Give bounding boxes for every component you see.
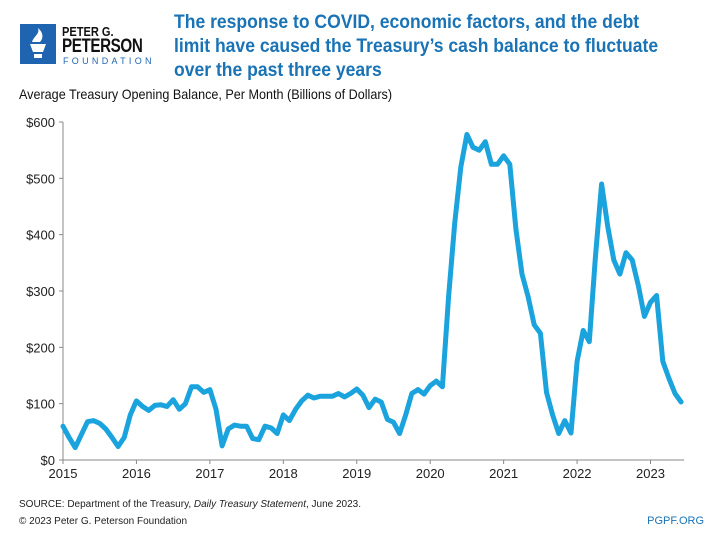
y-tick-label: $0 [41, 453, 55, 468]
balance-line [60, 131, 684, 451]
source-prefix: SOURCE: Department of the Treasury, [19, 499, 194, 510]
line-chart: $0 $100 $200 $300 $400 $500 $600 2015 2016 2017 20… [26, 115, 685, 481]
site-link[interactable]: PGPF.ORG [647, 515, 704, 527]
y-tick-label: $600 [26, 115, 55, 130]
x-tick-label: 2020 [416, 466, 445, 481]
headline-line: limit have caused the Treasury’s cash ba… [174, 35, 659, 57]
x-tick-label: 2021 [489, 466, 518, 481]
source-suffix: , June 2023. [305, 499, 362, 510]
torch-icon [20, 24, 56, 64]
x-tick-label: 2018 [269, 466, 298, 481]
source-note: SOURCE: Department of the Treasury, Dail… [19, 499, 361, 510]
logo-line3: FOUNDATION [63, 56, 155, 66]
source-title: Daily Treasury Statement [193, 499, 306, 510]
logo-line2: PETERSON [62, 36, 143, 57]
headline-line: over the past three years [174, 59, 382, 81]
logo-line1: PETER G. [62, 24, 114, 39]
y-tick-label: $200 [26, 340, 55, 355]
y-tick-label: $400 [26, 228, 55, 243]
y-tick-label: $100 [26, 397, 55, 412]
headline: The response to COVID, economic factors,… [174, 10, 660, 82]
x-tick-label: 2022 [563, 466, 592, 481]
copyright: © 2023 Peter G. Peterson Foundation [19, 516, 188, 527]
x-tick-label: 2023 [636, 466, 665, 481]
x-tick-label: 2019 [342, 466, 371, 481]
x-tick-label: 2017 [195, 466, 224, 481]
x-tick-label: 2016 [122, 466, 151, 481]
chart-title: Average Treasury Opening Balance, Per Mo… [19, 86, 393, 102]
y-tick-label: $300 [26, 284, 55, 299]
headline-line: The response to COVID, economic factors,… [174, 11, 640, 33]
y-tick-label: $500 [26, 171, 55, 186]
x-tick-label: 2015 [49, 466, 78, 481]
